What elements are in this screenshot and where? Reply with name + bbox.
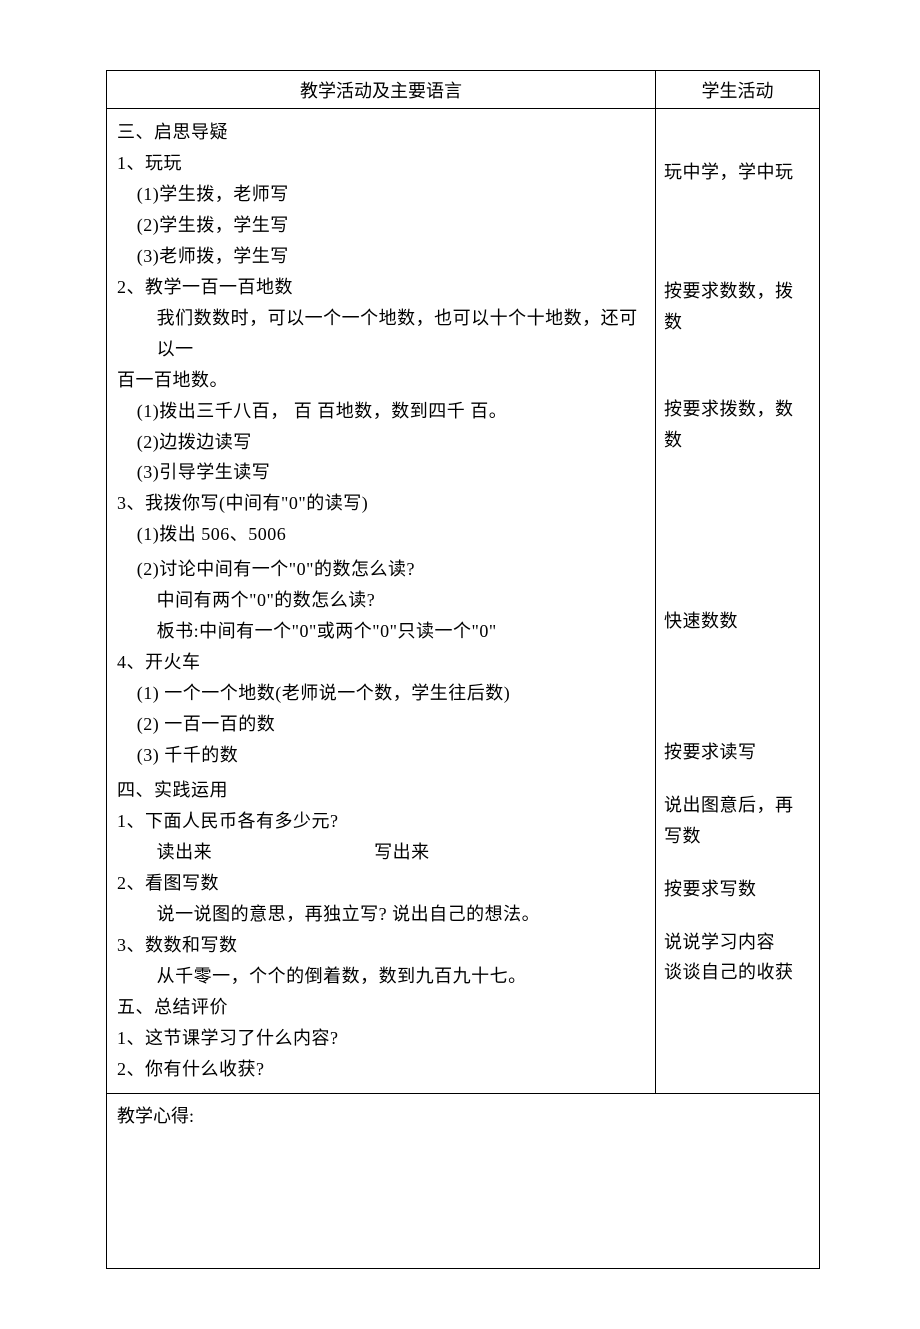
item-4-1-read: 读出来 [157,842,213,862]
student-note-8b: 谈谈自己的收获 [664,957,813,988]
item-3-2-body2: 百一百地数。 [117,365,649,396]
student-note-1: 玩中学，学中玩 [664,157,813,188]
student-note-6b: 写数 [664,821,813,852]
spacer [664,637,813,737]
item-3-4-2: (2) 一百一百的数 [117,709,649,740]
item-3-1-3: (3)老师拨，学生写 [117,241,649,272]
spacer [664,117,813,157]
item-5-1: 1、这节课学习了什么内容? [117,1023,649,1054]
item-4-2-body: 说一说图的意思，再独立写? 说出自己的想法。 [117,899,649,930]
student-note-2b: 数 [664,307,813,338]
spacer [664,768,813,790]
item-3-4-3: (3) 千千的数 [117,740,649,771]
student-note-5: 按要求读写 [664,737,813,768]
item-3-2-1: (1)拨出三千八百， 百 百地数，数到四千 百。 [117,396,649,427]
item-4-3: 3、数数和写数 [117,930,649,961]
spacer [664,456,813,606]
item-3-3-2b: 中间有两个"0"的数怎么读? [117,585,649,616]
student-note-2a: 按要求数数，拨 [664,276,813,307]
section-4-title: 四、实践运用 [117,775,649,806]
student-note-7: 按要求写数 [664,874,813,905]
spacer [664,852,813,874]
student-note-3a: 按要求拨数，数 [664,394,813,425]
student-note-3b: 数 [664,425,813,456]
item-3-2-3: (3)引导学生读写 [117,457,649,488]
section-3-title: 三、启思导疑 [117,117,649,148]
item-3-3-1: (1)拨出 506、5006 [117,519,649,550]
header-activities: 教学活动及主要语言 [107,71,656,109]
item-3-3-2c: 板书:中间有一个"0"或两个"0"只读一个"0" [117,616,649,647]
item-3-2: 2、教学一百一百地数 [117,272,649,303]
header-student: 学生活动 [656,71,820,109]
student-note-4: 快速数数 [664,606,813,637]
document-page: 教学活动及主要语言 学生活动 三、启思导疑 1、玩玩 (1)学生拨，老师写 (2… [0,0,920,1329]
item-5-2: 2、你有什么收获? [117,1054,649,1085]
item-4-1: 1、下面人民币各有多少元? [117,806,649,837]
spacer [664,188,813,276]
item-3-1-2: (2)学生拨，学生写 [117,210,649,241]
item-4-2: 2、看图写数 [117,868,649,899]
teaching-notes-cell: 教学心得: [107,1093,820,1268]
item-3-4-1: (1) 一个一个地数(老师说一个数，学生往后数) [117,678,649,709]
activities-cell: 三、启思导疑 1、玩玩 (1)学生拨，老师写 (2)学生拨，学生写 (3)老师拨… [107,109,656,1094]
section-5-title: 五、总结评价 [117,992,649,1023]
item-4-1-write: 写出来 [374,842,430,862]
teaching-notes-label: 教学心得: [117,1102,813,1128]
spacer [664,338,813,394]
table-body-row: 三、启思导疑 1、玩玩 (1)学生拨，老师写 (2)学生拨，学生写 (3)老师拨… [107,109,820,1094]
student-note-8a: 说说学习内容 [664,927,813,958]
item-3-3-2: (2)讨论中间有一个"0"的数怎么读? [117,554,649,585]
item-4-1-options: 读出来 写出来 [117,837,649,868]
item-3-4: 4、开火车 [117,647,649,678]
table-header-row: 教学活动及主要语言 学生活动 [107,71,820,109]
item-3-2-2: (2)边拨边读写 [117,427,649,458]
item-4-3-body: 从千零一，个个的倒着数，数到九百九十七。 [117,961,649,992]
item-3-1-1: (1)学生拨，老师写 [117,179,649,210]
item-3-1: 1、玩玩 [117,148,649,179]
lesson-plan-table: 教学活动及主要语言 学生活动 三、启思导疑 1、玩玩 (1)学生拨，老师写 (2… [106,70,820,1269]
item-3-2-body1: 我们数数时，可以一个一个地数，也可以十个十地数，还可以一 [117,303,649,365]
table-notes-row: 教学心得: [107,1093,820,1268]
spacer [664,905,813,927]
student-note-6a: 说出图意后，再 [664,790,813,821]
student-activity-cell: 玩中学，学中玩 按要求数数，拨 数 按要求拨数，数 数 快速数数 按要求读写 说… [656,109,820,1094]
item-3-3: 3、我拨你写(中间有"0"的读写) [117,488,649,519]
